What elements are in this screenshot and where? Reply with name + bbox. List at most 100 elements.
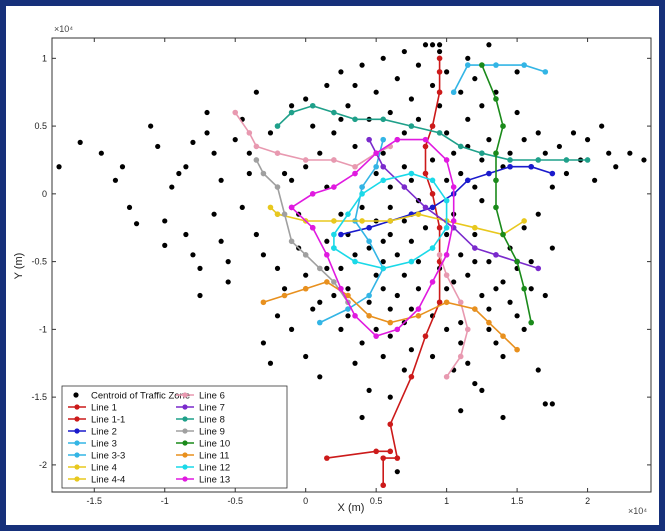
centroid-point <box>549 401 555 407</box>
centroid-point <box>429 42 436 48</box>
series-point <box>366 224 372 231</box>
series-point <box>429 123 436 129</box>
centroid-point <box>197 292 203 299</box>
series-point <box>366 292 372 299</box>
series-point <box>528 319 534 326</box>
series-line-1 <box>380 55 443 489</box>
y-tick-label: -2 <box>39 460 47 470</box>
series-point <box>387 421 394 428</box>
series-line <box>291 138 455 338</box>
legend-label: Line 1-1 <box>91 415 125 426</box>
centroid-point <box>190 252 196 258</box>
legend-label: Line 4 <box>91 463 117 474</box>
series-point <box>450 89 457 96</box>
series-point <box>479 62 485 68</box>
centroid-point <box>359 62 365 68</box>
legend-marker <box>182 476 188 482</box>
series-point <box>316 319 323 326</box>
series-line-12 <box>331 170 450 272</box>
series-point <box>331 109 337 116</box>
series-point <box>331 218 337 224</box>
axis-ticks: -1.5 -1 -0.5 0 0.5 1 1.5 2 -2 -1.5 -1 -0.5 0 0.5 1 <box>31 38 651 506</box>
series-point <box>331 231 337 238</box>
centroid-point <box>331 130 337 136</box>
centroid-point <box>253 231 259 238</box>
series-point <box>359 191 365 197</box>
series-point <box>309 102 316 109</box>
series-point <box>514 258 520 265</box>
chart-svg: -1.5 -1 -0.5 0 0.5 1 1.5 2 -2 -1.5 -1 -0.5 0 0.5 1 ×10… <box>13 24 652 516</box>
series-point <box>500 123 506 129</box>
series-point <box>408 170 415 177</box>
series-point <box>429 177 436 184</box>
series-point <box>309 191 316 197</box>
centroid-point <box>253 89 259 95</box>
centroid-point <box>422 225 429 231</box>
centroid-point <box>436 103 443 109</box>
centroid-point <box>444 286 450 292</box>
centroid-point <box>380 55 386 61</box>
centroid-point <box>232 137 238 143</box>
centroid-point <box>472 231 478 238</box>
series-point <box>380 163 387 170</box>
centroid-point <box>183 164 189 170</box>
centroid-point <box>415 286 422 292</box>
centroid-point <box>479 157 485 163</box>
centroid-point <box>500 279 506 285</box>
series-point <box>345 292 351 299</box>
series-point <box>415 313 422 319</box>
centroid-point <box>514 69 520 75</box>
legend-label: Line 1 <box>91 403 117 414</box>
centroid-point <box>133 221 140 227</box>
centroid-point <box>289 177 295 183</box>
legend-marker <box>182 428 188 434</box>
series-point <box>443 252 450 258</box>
series-point <box>521 285 527 292</box>
centroid-point <box>479 198 485 204</box>
series-point <box>331 245 337 251</box>
centroid-point <box>387 204 393 211</box>
centroid-point <box>98 150 104 156</box>
centroid-point <box>542 292 548 299</box>
legend-label: Line 8 <box>199 415 225 426</box>
series-point <box>436 130 443 136</box>
series-line-6b <box>436 252 471 380</box>
centroid-point <box>542 150 548 156</box>
centroid-point <box>352 252 358 258</box>
centroid-point <box>204 109 210 116</box>
x-tick-label: -1.5 <box>87 496 103 506</box>
centroid-point <box>549 184 555 190</box>
centroid-point <box>415 62 422 68</box>
series-point <box>373 150 379 156</box>
centroid-point <box>317 374 323 380</box>
centroid-point <box>444 326 450 332</box>
series-point <box>521 62 527 68</box>
figure-frame: -1.5 -1 -0.5 0 0.5 1 1.5 2 -2 -1.5 -1 -0.5 0 0.5 1 ×10… <box>6 6 659 525</box>
series-point <box>408 123 415 129</box>
centroid-point <box>155 143 161 150</box>
series-point <box>232 109 239 116</box>
series-point <box>387 218 394 224</box>
series-point <box>422 333 429 339</box>
centroid-point <box>387 184 393 190</box>
centroid-point <box>451 150 457 156</box>
centroid-point <box>521 326 527 332</box>
series-point <box>422 204 429 211</box>
series-point <box>443 224 450 231</box>
lines-layer <box>232 55 591 489</box>
centroid-point <box>458 89 464 95</box>
centroid-point <box>331 292 337 299</box>
centroid-layer <box>56 42 647 475</box>
centroid-point <box>599 123 605 129</box>
centroid-point <box>324 265 330 271</box>
series-point <box>535 157 542 163</box>
centroid-point <box>366 299 372 305</box>
legend-marker <box>182 464 188 470</box>
series-point <box>422 170 429 177</box>
centroid-point <box>338 69 344 75</box>
series-point <box>288 238 295 245</box>
centroid-point <box>472 76 478 82</box>
series-point <box>535 265 542 272</box>
series-point <box>436 299 443 306</box>
